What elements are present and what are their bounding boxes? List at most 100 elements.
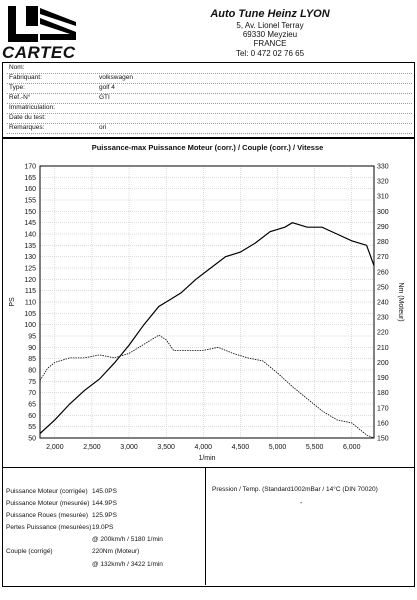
info-label: Immatriculation: — [9, 104, 55, 111]
result-value: 19.0PS — [92, 524, 114, 531]
result-value: @ 132km/h / 3422 1/min — [92, 561, 163, 568]
y2-tick-label: 190 — [377, 375, 389, 382]
y2-tick-label: 270 — [377, 254, 389, 261]
chart-series — [39, 222, 375, 439]
info-value: ori — [99, 124, 107, 131]
y2-tick-label: 210 — [377, 345, 389, 352]
info-row: Nom: — [7, 63, 412, 74]
dyno-chart: 50 55 60 65 70 75 80 85 90 95 100 105 110 115 120 125 13… — [9, 164, 404, 463]
company-phone: Tel: 0 472 02 76 65 — [235, 49, 305, 58]
y2-tick-label: 320 — [377, 179, 389, 186]
info-row: Immatriculation: — [7, 103, 412, 114]
info-label: Ref.-N° — [9, 94, 31, 101]
info-label: Date du test: — [9, 114, 46, 121]
chart-labels: 50 55 60 65 70 75 80 85 90 95 100 105 110 115 120 125 13… — [9, 164, 404, 463]
info-value: golf 4 — [99, 84, 115, 91]
company-country: FRANCE — [253, 39, 287, 48]
y-tick-label: 165 — [24, 175, 36, 182]
y2-tick-label: 260 — [377, 269, 389, 276]
y-tick-label: 150 — [24, 209, 36, 216]
x-tick-label: 3,000 — [120, 444, 138, 451]
results-divider — [205, 467, 206, 585]
y-tick-label: 155 — [24, 198, 36, 205]
chart-axes — [39, 165, 375, 439]
y-tick-label: 135 — [24, 243, 36, 250]
result-label: Puissance Moteur (mesurée) — [6, 500, 90, 507]
y-tick-label: 95 — [28, 334, 36, 341]
y2-tick-label: 200 — [377, 360, 389, 367]
y-tick-label: 140 — [24, 232, 36, 239]
result-label: Puissance Roues (mesurée) — [6, 512, 89, 519]
y-tick-label: 50 — [28, 436, 36, 443]
torque-curve — [39, 334, 375, 439]
info-row: Fabriquant: volkswagen — [7, 73, 412, 84]
info-row: Ref.-N° GTI — [7, 93, 412, 104]
y2-tick-label: 160 — [377, 420, 389, 427]
result-label: Puissance Moteur (corrigée) — [6, 488, 88, 495]
result-value: 144.9PS — [92, 500, 117, 507]
x-tick-label: 5,000 — [269, 444, 287, 451]
power-curve — [39, 222, 375, 434]
y-tick-label: 60 — [28, 413, 36, 420]
y-tick-label: 160 — [24, 186, 36, 193]
y-tick-label: 125 — [24, 266, 36, 273]
info-value: GTI — [99, 94, 110, 101]
y-tick-label: 85 — [28, 356, 36, 363]
logo-text: CARTEC — [2, 43, 76, 62]
info-row: Date du test: — [7, 113, 412, 124]
chart-title: Puissance-max Puissance Moteur (corr.) /… — [91, 143, 324, 152]
x-axis-label: 1/min — [198, 455, 215, 462]
x-tick-label: 4,000 — [195, 444, 213, 451]
x-tick-label: 2,000 — [46, 444, 64, 451]
y-axis-label: PS — [9, 297, 16, 307]
result-label: Couple (corrigé) — [6, 548, 53, 555]
company-address-line1: 5, Av. Lionel Terray — [236, 21, 304, 30]
y2-tick-label: 230 — [377, 315, 389, 322]
vehicle-info-box: Nom: Fabriquant: volkswagen Type: golf 4… — [2, 62, 415, 138]
x-tick-label: 2,500 — [83, 444, 101, 451]
y2-tick-label: 300 — [377, 209, 389, 216]
y-tick-label: 145 — [24, 220, 36, 227]
info-label: Remarques: — [9, 124, 45, 131]
y2-tick-label: 240 — [377, 300, 389, 307]
y-tick-label: 110 — [25, 300, 36, 307]
y-tick-label: 170 — [24, 164, 36, 171]
y-tick-label: 105 — [24, 311, 36, 318]
info-label: Type: — [9, 84, 25, 91]
y2-tick-label: 250 — [377, 284, 389, 291]
result-value: 145.0PS — [92, 488, 117, 495]
y-tick-label: 130 — [24, 254, 36, 261]
info-row: Remarques: ori — [7, 123, 412, 134]
info-label: Fabriquant: — [9, 74, 42, 81]
environment-conditions: Pression / Temp. (Standard1002mBar / 14°… — [212, 486, 378, 493]
y2-tick-label: 310 — [377, 194, 389, 201]
y2-tick-label: 280 — [377, 239, 389, 246]
company-address-line2: 69330 Meyzieu — [242, 30, 298, 39]
y-tick-label: 70 — [28, 390, 36, 397]
y2-axis-label: Nm (Moteur) — [397, 282, 404, 321]
environment-dash: - — [300, 500, 303, 507]
y2-tick-label: 180 — [377, 390, 389, 397]
plot-area-border — [39, 165, 375, 439]
x-tick-label: 4,500 — [232, 444, 250, 451]
y2-tick-label: 290 — [377, 224, 389, 231]
info-value: volkswagen — [99, 74, 133, 81]
y2-tick-label: 330 — [377, 164, 389, 171]
y-tick-label: 55 — [28, 424, 36, 431]
y2-tick-label: 220 — [377, 330, 389, 337]
y-tick-label: 65 — [28, 402, 36, 409]
y-tick-label: 80 — [28, 368, 36, 375]
result-value: 125.9PS — [92, 512, 117, 519]
x-tick-label: 5,500 — [306, 444, 324, 451]
chart-grid — [40, 165, 374, 439]
result-value: 220Nm (Moteur) — [92, 548, 140, 555]
x-tick-label: 3,500 — [157, 444, 175, 451]
results-box — [2, 467, 415, 587]
result-value: @ 200km/h / 5180 1/min — [92, 536, 163, 543]
result-label: Pertes Puissance (mesurées) — [6, 524, 92, 531]
y-tick-label: 90 — [28, 345, 36, 352]
company-name: Auto Tune Heinz LYON — [210, 8, 330, 20]
cartec-logo — [6, 4, 80, 62]
info-label: Nom: — [9, 64, 25, 71]
y-tick-label: 115 — [25, 288, 36, 295]
